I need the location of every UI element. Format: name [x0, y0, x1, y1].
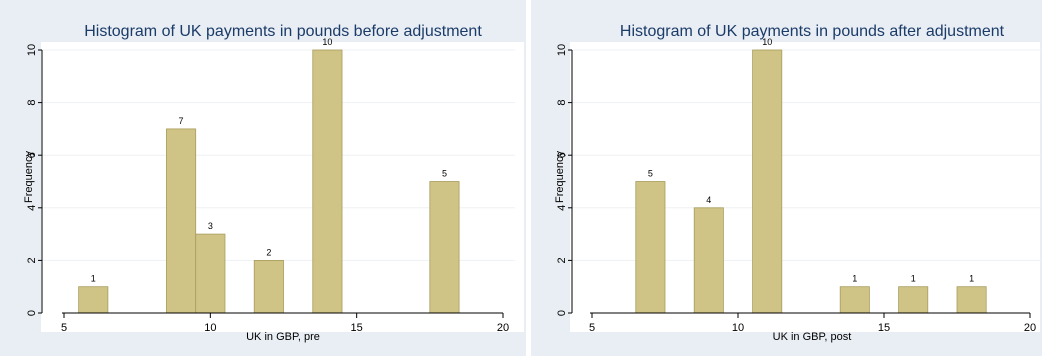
bar-value-label: 3 [208, 221, 213, 231]
y-tick-label: 2 [556, 257, 568, 263]
y-tick-label: 0 [556, 310, 568, 316]
histogram-bar [166, 128, 197, 314]
histogram-bar [195, 233, 226, 314]
bar-value-label: 5 [648, 169, 653, 179]
bar-value-label: 4 [706, 195, 711, 205]
x-tick-label: 20 [1024, 322, 1036, 334]
y-tick-label: 0 [26, 310, 38, 316]
x-axis-label: UK in GBP, post [773, 331, 852, 343]
x-tick-label: 10 [732, 322, 744, 334]
x-tick-label: 15 [878, 322, 890, 334]
y-tick-label: 2 [26, 257, 38, 263]
y-axis-label: Frequency [23, 151, 35, 203]
bar-value-label: 10 [762, 37, 772, 47]
x-tick-label: 10 [204, 322, 216, 334]
histogram-bar [898, 286, 929, 314]
y-tick-label: 4 [26, 205, 38, 211]
bar-value-label: 1 [852, 274, 857, 284]
y-tick-label: 10 [556, 44, 568, 56]
y-tick-label: 10 [26, 44, 38, 56]
x-tick-label: 15 [351, 322, 363, 334]
y-tick-label: 6 [26, 152, 38, 158]
x-tick-label: 5 [61, 322, 67, 334]
histogram-bar [839, 286, 870, 314]
chart-title: Histogram of UK payments in pounds after… [620, 23, 1005, 40]
bar-value-label: 2 [266, 247, 271, 257]
bar-value-label: 1 [969, 274, 974, 284]
y-tick-label: 6 [556, 152, 568, 158]
histogram-bar [312, 49, 343, 314]
histogram-bar [693, 207, 724, 314]
histogram-after: Histogram of UK payments in pounds after… [554, 23, 1042, 343]
x-tick-label: 20 [497, 322, 509, 334]
y-tick-label: 8 [556, 100, 568, 106]
bar-value-label: 5 [442, 169, 447, 179]
histogram-before: Histogram of UK payments in pounds befor… [23, 23, 524, 343]
y-tick-label: 8 [26, 100, 38, 106]
bar-value-label: 10 [322, 37, 332, 47]
histogram-bar [752, 49, 783, 314]
chart-panel-after: Histogram of UK payments in pounds after… [531, 0, 1042, 356]
histogram-bar [253, 259, 284, 314]
x-tick-label: 5 [589, 322, 595, 334]
histogram-bar [956, 286, 987, 314]
chart-title: Histogram of UK payments in pounds befor… [84, 23, 482, 40]
chart-panel-before: Histogram of UK payments in pounds befor… [0, 0, 526, 356]
histogram-bar [78, 286, 109, 314]
bar-value-label: 7 [179, 116, 184, 126]
histogram-bar [635, 181, 666, 314]
bar-value-label: 1 [911, 274, 916, 284]
y-axis-label: Frequency [554, 151, 566, 203]
x-axis-label: UK in GBP, pre [246, 331, 320, 343]
bar-value-label: 1 [91, 274, 96, 284]
histogram-bar [429, 181, 460, 314]
y-tick-label: 4 [556, 205, 568, 211]
